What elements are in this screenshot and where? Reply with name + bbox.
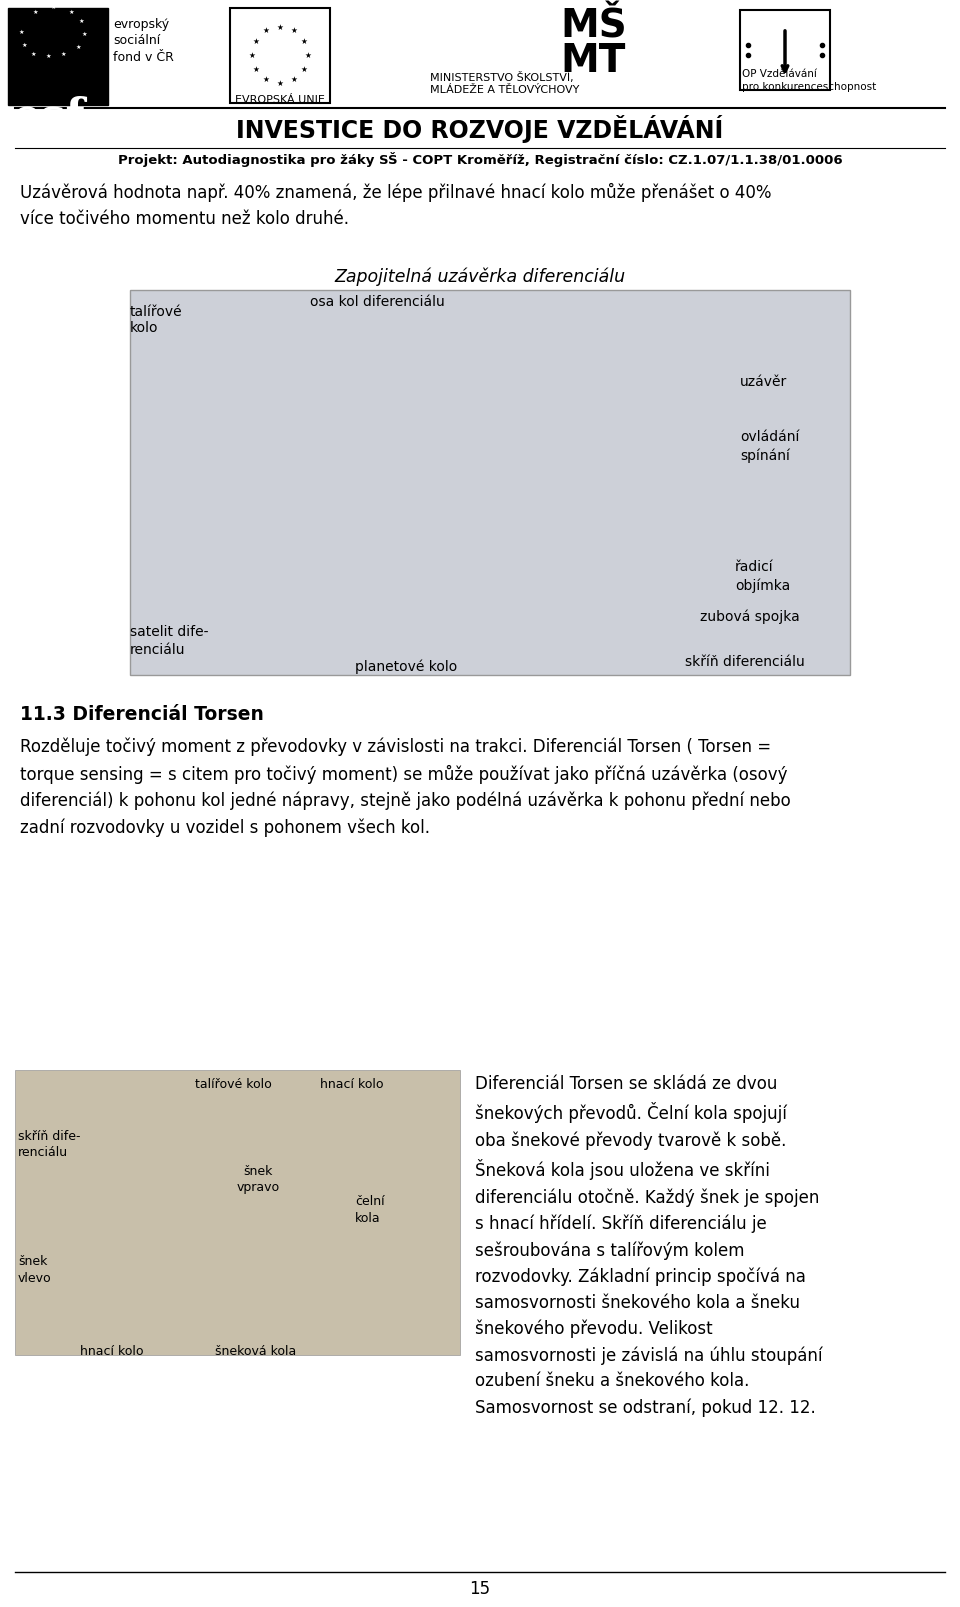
Text: ★: ★ [300, 37, 308, 45]
Text: EVROPSKÁ UNIE: EVROPSKÁ UNIE [235, 95, 324, 104]
Text: osa kol diferenciálu: osa kol diferenciálu [310, 296, 444, 309]
Text: ★: ★ [263, 26, 270, 35]
Text: Rozděluje točivý moment z převodovky v závislosti na trakci. Diferenciál Torsen : Rozděluje točivý moment z převodovky v z… [20, 738, 791, 837]
Text: šneková kola: šneková kola [215, 1345, 297, 1358]
Text: šnek
vpravo: šnek vpravo [236, 1165, 279, 1194]
Bar [15, 1070, 460, 1355]
Text: ★: ★ [252, 64, 259, 74]
Bar [230, 8, 330, 103]
Text: ★: ★ [50, 5, 56, 10]
Text: ★: ★ [79, 19, 84, 24]
Text: Uzávěrová hodnota např. 40% znamená, že lépe přilnavé hnací kolo může přenášet o: Uzávěrová hodnota např. 40% znamená, že … [20, 183, 772, 228]
Text: ★: ★ [18, 31, 24, 35]
Bar [740, 10, 830, 90]
Text: ★: ★ [33, 10, 37, 16]
Text: Zapojitelná uzávěrka diferenciálu: Zapojitelná uzávěrka diferenciálu [334, 268, 626, 286]
Text: ★: ★ [276, 79, 283, 87]
Text: Diferenciál Torsen se skládá ze dvou
šnekových převodů. Čelní kola spojují
oba š: Diferenciál Torsen se skládá ze dvou šne… [475, 1075, 823, 1417]
Text: talířové
kolo: talířové kolo [130, 305, 182, 336]
Text: MINISTERSTVO ŠKOLSTVÍ,
MLÁDEŽE A TĚLOVÝCHOVY: MINISTERSTVO ŠKOLSTVÍ, MLÁDEŽE A TĚLOVÝC… [430, 72, 580, 95]
Text: ★: ★ [21, 43, 27, 48]
Text: planetové kolo: planetové kolo [355, 660, 457, 675]
Text: ★: ★ [82, 32, 87, 37]
Text: MT: MT [560, 42, 625, 80]
Text: ★: ★ [252, 37, 259, 45]
Text: skříň dife-
renciálu: skříň dife- renciálu [18, 1130, 81, 1160]
Text: ★: ★ [304, 50, 311, 59]
Text: šnek
vlevo: šnek vlevo [18, 1255, 52, 1284]
Text: 11.3 Diferenciál Torsen: 11.3 Diferenciál Torsen [20, 705, 264, 725]
Text: ★: ★ [31, 51, 36, 56]
Text: uzávěr: uzávěr [740, 374, 787, 389]
Text: satelit dife-
renciálu: satelit dife- renciálu [130, 625, 208, 657]
Text: ★: ★ [68, 10, 74, 16]
Text: řadicí
objímka: řadicí objímka [735, 559, 790, 593]
Text: evropský
sociální
fond v ČR: evropský sociální fond v ČR [113, 18, 174, 64]
Bar [130, 289, 850, 675]
Text: ★: ★ [276, 22, 283, 32]
Text: ★: ★ [263, 76, 270, 84]
Text: ★: ★ [61, 51, 66, 56]
Text: esf: esf [12, 95, 84, 138]
Text: hnací kolo: hnací kolo [80, 1345, 143, 1358]
Text: 15: 15 [469, 1580, 491, 1597]
Bar [8, 8, 108, 104]
Text: ★: ★ [76, 45, 81, 50]
Text: ★: ★ [300, 64, 308, 74]
Text: OP Vzdělávání
pro konkurenceschopnost: OP Vzdělávání pro konkurenceschopnost [742, 69, 876, 92]
Text: ★: ★ [291, 76, 298, 84]
Text: ★: ★ [249, 50, 255, 59]
Text: INVESTICE DO ROZVOJE VZDĚLÁVÁNÍ: INVESTICE DO ROZVOJE VZDĚLÁVÁNÍ [236, 116, 724, 143]
Text: Projekt: Autodiagnostika pro žáky SŠ - COPT Kroměříž, Registrační číslo: CZ.1.07: Projekt: Autodiagnostika pro žáky SŠ - C… [118, 153, 842, 167]
Text: skříň diferenciálu: skříň diferenciálu [685, 656, 804, 669]
Text: MŠ: MŠ [560, 8, 627, 47]
Text: ★: ★ [291, 26, 298, 35]
Text: ★: ★ [46, 53, 51, 58]
Text: ovládání
spínání: ovládání spínání [740, 431, 800, 463]
Text: talířové kolo: talířové kolo [195, 1078, 272, 1091]
Text: čelní
kola: čelní kola [355, 1196, 385, 1225]
Text: hnací kolo: hnací kolo [320, 1078, 383, 1091]
Text: zubová spojka: zubová spojka [700, 611, 800, 625]
